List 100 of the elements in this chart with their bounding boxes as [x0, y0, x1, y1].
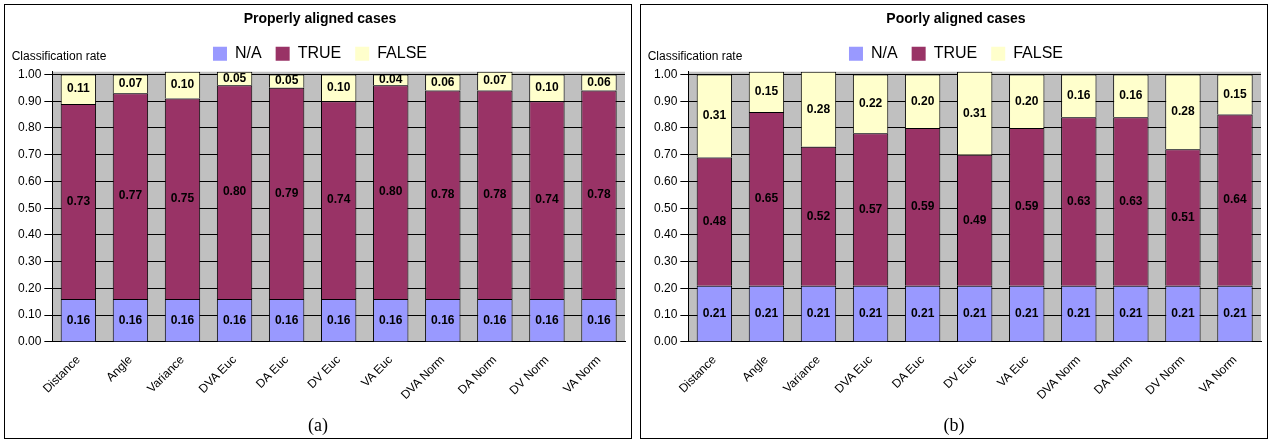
chart-title: Poorly aligned cases: [886, 10, 1026, 27]
x-tick-label: DVA Euc: [831, 352, 876, 396]
data-label: 0.16: [170, 312, 195, 327]
data-label: 0.15: [754, 84, 779, 99]
data-label: 0.21: [702, 305, 727, 320]
data-label: 0.64: [1223, 192, 1247, 207]
y-tick-label: 0.10: [654, 307, 678, 322]
data-label: 0.21: [1223, 305, 1247, 320]
data-label: 0.78: [431, 187, 455, 202]
data-label: 0.78: [483, 187, 507, 202]
data-label: 0.16: [1067, 88, 1091, 103]
y-tick-label: 1.00: [18, 66, 42, 81]
data-label: 0.59: [1015, 199, 1039, 214]
data-label: 0.16: [118, 312, 143, 327]
data-label: 0.49: [963, 212, 987, 227]
y-tick-label: 0.60: [18, 173, 42, 188]
x-tick-label: DA Euc: [888, 352, 928, 391]
data-label: 0.75: [170, 191, 195, 206]
data-label: 0.21: [858, 305, 883, 320]
data-label: 0.11: [67, 81, 91, 96]
data-label: 0.28: [1171, 104, 1195, 119]
y-tick-label: 0.20: [654, 280, 678, 295]
legend-label: TRUE: [297, 44, 342, 62]
data-label: 0.07: [483, 73, 507, 88]
x-tick-label: DA Euc: [252, 352, 292, 391]
y-tick-label: 0.00: [654, 334, 678, 349]
data-label: 0.21: [1119, 305, 1143, 320]
legend-label: TRUE: [933, 44, 978, 62]
data-label: 0.65: [754, 191, 779, 206]
data-label: 0.16: [535, 312, 559, 327]
legend-label: FALSE: [1013, 44, 1064, 62]
data-label: 0.16: [327, 312, 351, 327]
data-label: 0.52: [806, 208, 831, 223]
y-tick-label: 0.30: [654, 253, 678, 268]
data-label: 0.21: [1015, 305, 1039, 320]
data-label: 0.79: [274, 185, 299, 200]
data-label: 0.74: [327, 192, 351, 207]
data-label: 0.20: [910, 93, 935, 108]
data-label: 0.21: [1171, 305, 1195, 320]
data-label: 0.77: [118, 188, 143, 203]
legend-label: N/A: [234, 44, 262, 62]
text: (a): [307, 415, 329, 436]
data-label: 0.59: [910, 199, 935, 214]
data-label: 0.16: [379, 312, 403, 327]
data-label: 0.07: [118, 76, 143, 91]
data-label: 0.21: [806, 305, 831, 320]
data-label: 0.28: [806, 101, 831, 116]
y-tick-label: 0.40: [654, 227, 678, 242]
y-tick-label: 0.60: [654, 173, 678, 188]
data-label: 0.31: [702, 108, 727, 123]
y-tick-label: 0.90: [654, 93, 678, 108]
text: (b): [942, 415, 966, 436]
x-tick-label: DV Euc: [304, 352, 344, 392]
y-tick-label: 0.40: [18, 227, 42, 242]
data-label: 0.63: [1119, 193, 1143, 208]
y-axis-title: Classification rate: [10, 49, 108, 64]
data-label: 0.06: [587, 74, 611, 89]
data-label: 0.80: [379, 184, 403, 199]
data-label: 0.16: [483, 312, 507, 327]
y-tick-label: 1.00: [654, 66, 678, 81]
y-tick-label: 0.90: [18, 93, 42, 108]
data-label: 0.80: [222, 184, 247, 199]
data-label: 0.05: [274, 73, 299, 88]
data-label: 0.16: [1119, 88, 1143, 103]
data-label: 0.16: [222, 312, 247, 327]
y-tick-label: 0.50: [18, 200, 42, 215]
x-tick-label: VA Euc: [994, 352, 1032, 390]
data-label: 0.10: [170, 77, 195, 92]
data-label: 0.21: [910, 305, 935, 320]
data-label: 0.73: [66, 193, 91, 208]
data-label: 0.48: [702, 213, 727, 228]
y-tick-label: 0.00: [18, 334, 42, 349]
data-label: 0.63: [1067, 193, 1091, 208]
data-label: 0.21: [1067, 305, 1091, 320]
chart-title: Properly aligned cases: [243, 10, 397, 27]
y-tick-label: 0.30: [18, 253, 42, 268]
data-label: 0.22: [858, 96, 883, 111]
x-tick-label: VA Euc: [358, 352, 396, 390]
y-tick-label: 0.80: [654, 120, 678, 135]
y-tick-label: 0.10: [18, 307, 42, 322]
data-label: 0.21: [963, 305, 987, 320]
data-label: 0.31: [963, 105, 987, 120]
legend-label: FALSE: [377, 44, 428, 62]
y-tick-label: 0.50: [654, 200, 678, 215]
data-label: 0.57: [858, 201, 883, 216]
x-tick-label: DVA Euc: [195, 352, 240, 396]
data-label: 0.16: [66, 312, 91, 327]
y-axis-title: Classification rate: [646, 49, 744, 64]
data-label: 0.20: [1015, 93, 1039, 108]
y-tick-label: 0.20: [18, 280, 42, 295]
data-label: 0.16: [431, 312, 455, 327]
y-tick-label: 0.70: [654, 147, 678, 162]
data-label: 0.74: [535, 192, 559, 207]
data-label: 0.16: [274, 312, 299, 327]
y-tick-label: 0.70: [18, 147, 42, 162]
data-label: 0.10: [327, 80, 351, 95]
x-tick-label: DV Euc: [940, 352, 980, 392]
legend-label: N/A: [870, 44, 898, 62]
data-label: 0.10: [535, 80, 559, 95]
data-label: 0.15: [1223, 86, 1247, 101]
